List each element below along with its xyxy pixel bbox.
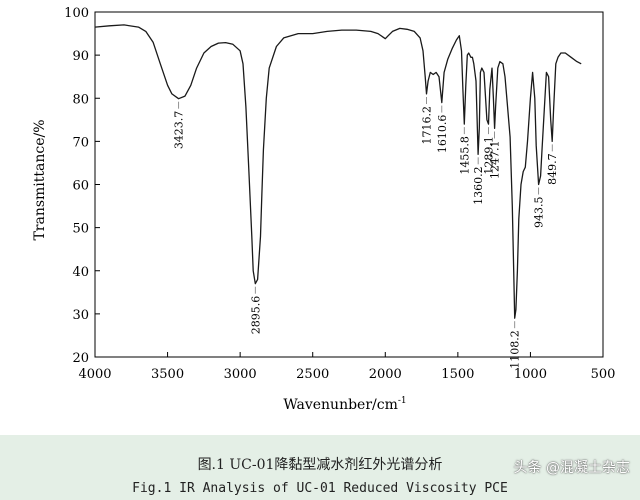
y-axis-label: Transmittance/% bbox=[32, 119, 48, 240]
peak-label: 1360.2 bbox=[472, 166, 485, 205]
axes: 4000 3500 3000 2500 2000 1500 1000 500 20 30 40 50 6… bbox=[64, 6, 615, 382]
y-tick-label: 70 bbox=[72, 135, 89, 150]
peak-label: 1716.2 bbox=[420, 106, 433, 145]
x-tick-label: 4000 bbox=[78, 367, 111, 382]
peak-annotations: 3423.7 2895.6 1716.2 1610.6 1455.81360.21289… bbox=[173, 96, 559, 369]
y-tick-label: 40 bbox=[72, 265, 89, 280]
plot-frame bbox=[94, 11, 604, 358]
y-tick-label: 50 bbox=[72, 222, 89, 237]
chart-svg: 4000 3500 3000 2500 2000 1500 1000 500 20 30 40 50 6… bbox=[32, 6, 615, 413]
watermark-text: 头条 @混凝土杂志 bbox=[513, 460, 630, 476]
peak-label: 1455.8 bbox=[458, 136, 471, 175]
y-tick-label: 20 bbox=[72, 351, 89, 366]
x-tick-label: 2500 bbox=[296, 367, 329, 382]
x-tick-label: 2000 bbox=[369, 367, 402, 382]
peak-label: 849.7 bbox=[546, 153, 559, 185]
spectrum-series bbox=[94, 24, 582, 319]
y-tick-label: 80 bbox=[72, 92, 89, 107]
peak-label: 943.5 bbox=[533, 197, 546, 229]
x-tick-label: 500 bbox=[591, 367, 616, 382]
x-tick-label: 3000 bbox=[224, 367, 257, 382]
peak-label: 1610.6 bbox=[436, 115, 449, 154]
x-tick-label: 1500 bbox=[441, 367, 474, 382]
ir-spectrum-chart: 4000 3500 3000 2500 2000 1500 1000 500 20 30 40 50 6… bbox=[32, 6, 616, 413]
y-tick-label: 90 bbox=[72, 49, 89, 64]
peak-label: 2895.6 bbox=[249, 296, 262, 335]
figure-caption-en: Fig.1 IR Analysis of UC-01 Reduced Visco… bbox=[132, 481, 508, 496]
x-axis-label: Wavenunber/cm-1 bbox=[283, 396, 406, 413]
y-tick-label: 60 bbox=[72, 179, 89, 194]
peak-label: 1247.1 bbox=[489, 140, 502, 179]
peak-label: 1108.2 bbox=[509, 330, 522, 369]
figure-caption-band: 图.1 UC-01降黏型减水剂红外光谱分析 Fig.1 IR Analysis … bbox=[0, 435, 640, 500]
peak-label: 1289.1 bbox=[482, 136, 495, 175]
peak-label: 3423.7 bbox=[173, 111, 186, 149]
y-tick-label: 100 bbox=[64, 6, 89, 21]
x-tick-label: 3500 bbox=[151, 367, 184, 382]
spectrum-line bbox=[94, 24, 582, 319]
figure-caption-cn: 图.1 UC-01降黏型减水剂红外光谱分析 bbox=[197, 457, 443, 473]
y-tick-label: 30 bbox=[72, 308, 89, 323]
x-tick-label: 1000 bbox=[514, 367, 547, 382]
